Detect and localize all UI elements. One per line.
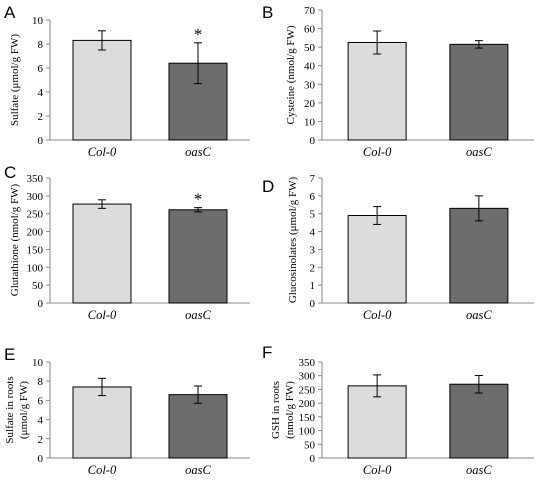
y-tick-label-b: 60 (304, 24, 316, 36)
panel-letter-b: B (262, 3, 273, 22)
category-label-c: Col-0 (88, 308, 117, 322)
bar-e-oasc (168, 394, 228, 459)
y-tick-label-b: 0 (310, 135, 316, 147)
y-tick-label-f: 250 (299, 384, 316, 396)
y-tick-label-c: 300 (27, 191, 44, 203)
bar-d-col0 (347, 215, 407, 304)
y-tick-label-b: 30 (304, 79, 316, 91)
y-tick-label-e: 2 (38, 434, 44, 446)
bar-c-col0 (72, 203, 132, 304)
significance-star-c: * (194, 190, 203, 209)
bar-b-col0 (347, 42, 407, 141)
bar-e-col0 (72, 386, 132, 459)
y-tick-label-e: 10 (32, 357, 44, 369)
y-tick-label-b: 10 (304, 116, 316, 128)
y-tick-label-b: 40 (304, 61, 316, 73)
category-label-f: Col-0 (363, 463, 392, 477)
y-tick-label-e: 4 (38, 415, 44, 427)
y-tick-label-c: 100 (27, 262, 44, 274)
y-axis-title-line: Glucosinolates (μmol/g FW) (287, 177, 299, 304)
y-tick-label-c: 50 (32, 280, 44, 292)
y-tick-label-a: 4 (38, 87, 44, 99)
y-axis-title-line: Glutathione (nmol/g FW) (9, 183, 21, 296)
y-axis-title-line: Cysteine (nmol/g FW) (285, 25, 297, 124)
y-tick-label-a: 2 (38, 111, 44, 123)
y-tick-label-f: 300 (299, 371, 316, 383)
y-tick-label-c: 350 (27, 173, 44, 185)
y-axis-title-b: Cysteine (nmol/g FW) (285, 25, 297, 124)
panel-b: B 0 10 20 30 40 50 60 70 Cysteine (nmol/g FW) Col-… (262, 3, 534, 159)
y-axis-title-line: Sulfate (μmol/g FW) (9, 34, 21, 126)
y-axis-title-line: GSH in roots (270, 381, 282, 439)
y-tick-label-d: 1 (310, 280, 316, 292)
category-label-d: oasC (466, 308, 492, 322)
panel-letter-c: C (4, 163, 16, 182)
panel-letter-e: E (4, 345, 15, 364)
y-tick-label-f: 200 (299, 398, 316, 410)
y-tick-label-b: 70 (304, 5, 316, 17)
panel-d: D 0 1 2 3 4 5 6 7 Glucosinolates (μmol/g FW) Col-0… (262, 173, 534, 322)
bar-b-oasc (449, 43, 509, 141)
y-tick-label-d: 7 (310, 173, 316, 185)
bar-f-oasc (449, 383, 509, 459)
y-axis-title-d: Glucosinolates (μmol/g FW) (287, 177, 299, 304)
y-tick-label-b: 20 (304, 98, 316, 110)
y-tick-label-d: 0 (310, 298, 316, 310)
panel-a: A 0 2 4 6 8 10 Sulfate (μmol/g FW) Col-0 oasC * (4, 3, 250, 159)
y-tick-label-c: 250 (27, 209, 44, 221)
y-tick-label-a: 8 (38, 39, 44, 51)
y-tick-label-e: 6 (38, 395, 44, 407)
y-tick-label-a: 10 (32, 15, 44, 27)
y-tick-label-d: 2 (310, 262, 316, 274)
category-label-c: oasC (185, 308, 211, 322)
y-axis-title-c: Glutathione (nmol/g FW) (9, 183, 21, 296)
y-axis-title-f: GSH in roots (nmol/g FW) (270, 381, 296, 439)
category-label-b: oasC (466, 145, 492, 159)
bar-d-oasc (449, 207, 509, 304)
y-tick-label-d: 6 (310, 191, 316, 203)
y-axis-title-a: Sulfate (μmol/g FW) (9, 34, 21, 126)
bar-f-col0 (347, 385, 407, 459)
y-tick-label-e: 8 (38, 376, 44, 388)
y-axis-title-e: Sulfate in roots (μmol/g FW) (4, 376, 30, 443)
y-tick-label-f: 150 (299, 412, 316, 424)
category-label-e: oasC (185, 463, 211, 477)
significance-star-a: * (194, 25, 203, 44)
y-tick-label-c: 0 (38, 298, 44, 310)
panel-letter-f: F (262, 343, 272, 362)
bar-c-oasc (168, 209, 228, 304)
y-axis-title-line: Sulfate in roots (4, 376, 16, 443)
y-tick-label-d: 3 (310, 244, 316, 256)
panel-letter-a: A (4, 3, 16, 22)
y-tick-label-f: 0 (310, 453, 316, 465)
category-label-b: Col-0 (363, 145, 392, 159)
bar-a-col0 (72, 39, 132, 141)
category-label-d: Col-0 (363, 308, 392, 322)
y-axis-title-line: (μmol/g FW) (18, 381, 30, 439)
y-tick-label-f: 350 (299, 357, 316, 369)
y-axis-title-line: (nmol/g FW) (284, 381, 296, 439)
y-tick-label-a: 0 (38, 135, 44, 147)
category-label-a: Col-0 (88, 145, 117, 159)
y-tick-label-e: 0 (38, 453, 44, 465)
category-label-f: oasC (466, 463, 492, 477)
y-tick-label-f: 100 (299, 426, 316, 438)
y-tick-label-d: 5 (310, 209, 316, 221)
y-tick-label-c: 150 (27, 244, 44, 256)
panel-c: C 0 50 100 150 200 250 300 350 Glutathione (nmol/… (4, 163, 250, 322)
y-tick-label-f: 50 (304, 439, 316, 451)
y-tick-label-d: 4 (310, 227, 316, 239)
category-label-e: Col-0 (88, 463, 117, 477)
y-tick-label-a: 6 (38, 63, 44, 75)
category-label-a: oasC (185, 145, 211, 159)
y-tick-label-b: 50 (304, 42, 316, 54)
y-tick-label-c: 200 (27, 227, 44, 239)
panel-letter-d: D (262, 177, 274, 196)
